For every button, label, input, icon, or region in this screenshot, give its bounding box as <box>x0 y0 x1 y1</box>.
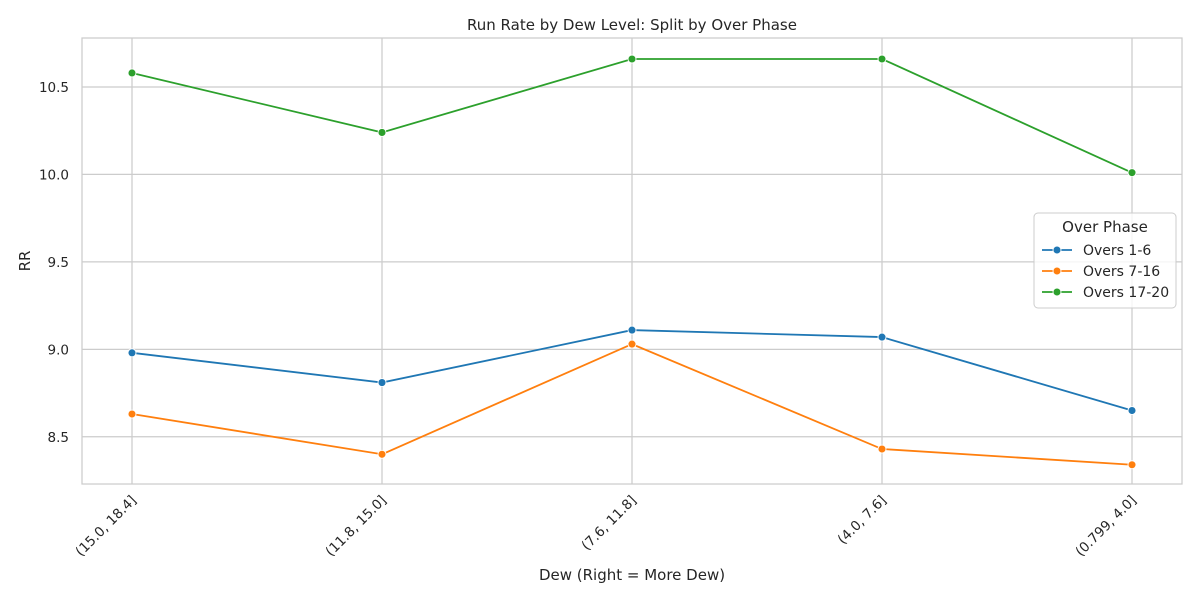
y-axis-label: RR <box>16 251 34 272</box>
legend-box <box>1033 212 1177 309</box>
legend-swatch-marker <box>1052 266 1062 276</box>
legend-title: Over Phase <box>1062 218 1148 236</box>
data-point <box>877 332 887 342</box>
data-point <box>627 339 637 349</box>
data-point <box>1127 406 1137 415</box>
y-tick-label: 10.5 <box>39 80 69 96</box>
x-tick-label: (0.799, 4.0] <box>1072 493 1139 560</box>
y-tick-label: 8.5 <box>48 430 69 446</box>
chart-title: Run Rate by Dew Level: Split by Over Pha… <box>467 16 797 34</box>
legend-swatch-marker <box>1052 245 1062 255</box>
legend: Over Phase Overs 1-6 Overs 7-16 Overs 17-2… <box>1033 212 1177 309</box>
data-point <box>377 127 387 137</box>
series-group <box>127 54 1137 470</box>
data-point <box>1127 460 1137 470</box>
data-point <box>127 68 137 78</box>
data-point <box>127 409 137 419</box>
x-tick-label: (7.6, 11.8] <box>579 493 640 554</box>
legend-label: Overs 17-20 <box>1083 285 1169 301</box>
data-point <box>377 378 387 388</box>
data-point <box>627 54 637 64</box>
data-point <box>877 54 887 64</box>
legend-label: Overs 1-6 <box>1083 243 1151 259</box>
y-tick-label: 10.0 <box>39 167 69 183</box>
data-point <box>627 325 637 335</box>
data-point <box>1127 168 1137 178</box>
y-tick-label: 9.0 <box>48 342 69 358</box>
data-point <box>377 449 387 459</box>
legend-swatch-marker <box>1052 287 1062 297</box>
x-tick-label: (11.8, 15.0] <box>322 493 389 560</box>
y-tick-label: 9.5 <box>48 255 69 271</box>
x-tick-label: (15.0, 18.4] <box>72 493 139 560</box>
data-point <box>127 348 137 358</box>
x-axis-label: Dew (Right = More Dew) <box>539 566 725 584</box>
x-tick-label: (4.0, 7.6] <box>835 493 890 548</box>
legend-label: Overs 7-16 <box>1083 264 1160 280</box>
data-point <box>877 444 887 454</box>
